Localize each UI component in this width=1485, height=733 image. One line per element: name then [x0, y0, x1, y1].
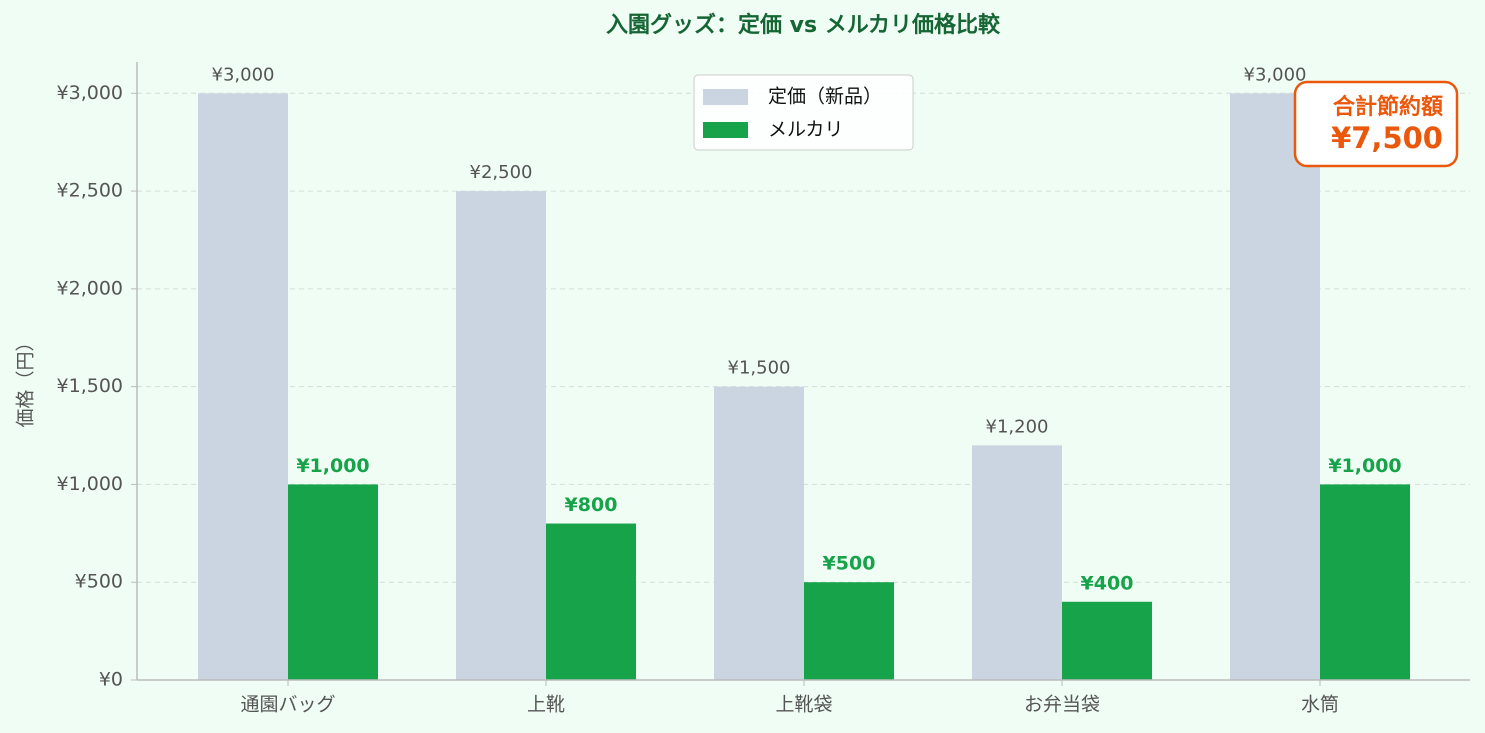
plot-area: ¥0 ¥500 ¥1,000 ¥1,500 ¥2,000 ¥2,500 ¥3,000 通園バッ… [57, 64, 1470, 716]
y-tick-label: ¥2,000 [57, 277, 123, 299]
legend: 定価（新品） メルカリ [693, 74, 914, 151]
annotation-box [1293, 80, 1459, 168]
value-label: ¥400 [1081, 572, 1134, 594]
value-label: ¥3,000 [212, 64, 275, 85]
value-label: ¥800 [565, 494, 618, 516]
x-tick-label: 通園バッグ [240, 694, 335, 716]
x-tick-label: 上靴袋 [775, 694, 832, 716]
annotation: 合計節約額 ¥7,500 [1293, 80, 1459, 168]
annotation-title: 合計節約額 [1333, 94, 1443, 120]
bar [1230, 93, 1320, 680]
y-tick-label: ¥2,500 [57, 180, 123, 202]
bar [1320, 484, 1410, 680]
y-tick-label: ¥0 [99, 669, 123, 691]
y-tick-label: ¥3,000 [57, 82, 123, 104]
y-tick-label: ¥1,500 [57, 375, 123, 397]
bar [714, 386, 804, 680]
bar [546, 523, 636, 680]
bar [456, 191, 546, 681]
legend-frame [693, 74, 914, 151]
legend-label: メルカリ [768, 119, 843, 141]
value-label: ¥500 [823, 553, 876, 575]
bar [198, 93, 288, 680]
legend-label: 定価（新品） [768, 86, 882, 108]
annotation-value: ¥7,500 [1331, 121, 1443, 155]
x-tick-label: 水筒 [1301, 694, 1339, 716]
value-label: ¥3,000 [1244, 64, 1307, 85]
x-tick-label: お弁当袋 [1024, 694, 1100, 716]
y-tick-label: ¥1,000 [57, 473, 123, 495]
bar [288, 484, 378, 680]
x-tick-label: 上靴 [527, 694, 565, 716]
bar [972, 445, 1062, 680]
legend-swatch [703, 122, 748, 138]
value-label: ¥1,000 [1328, 455, 1401, 477]
value-label: ¥1,500 [728, 358, 791, 379]
bar [804, 582, 894, 680]
value-label: ¥1,000 [296, 455, 369, 477]
legend-swatch [703, 89, 748, 105]
y-tick-label: ¥500 [75, 571, 123, 593]
value-label: ¥1,200 [986, 416, 1049, 437]
value-label: ¥2,500 [470, 162, 533, 183]
y-axis-label: 価格（円） [15, 332, 37, 427]
bar [1062, 601, 1152, 680]
chart-title: 入園グッズ：定価 vs メルカリ価格比較 [606, 12, 1001, 38]
